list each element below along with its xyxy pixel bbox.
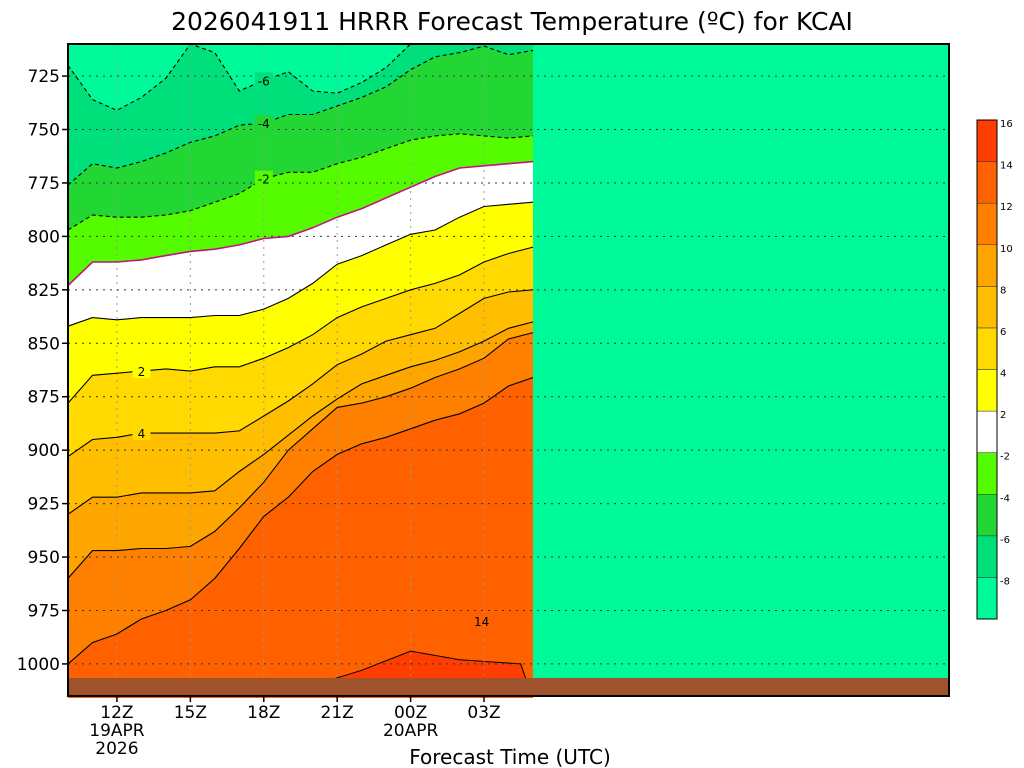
colorbar-label--6: -6	[1000, 535, 1010, 546]
ground-surface	[68, 678, 949, 696]
colorbar-label--2: -2	[1000, 452, 1010, 463]
isotherm-label-bg	[132, 363, 151, 379]
colorbar-swatch-10	[976, 161, 998, 204]
isotherm-2	[67, 201, 534, 327]
x-tick-label-24-1: 20APR	[383, 721, 439, 741]
isotherm--2	[67, 133, 534, 231]
x-tick-label-24-0: 00Z	[394, 703, 427, 723]
y-tick-label-1000: 1000	[17, 655, 60, 675]
isotherm-label--4: -4	[258, 117, 270, 131]
chart-title: 2026041911 HRRR Forecast Temperature (ºC…	[171, 7, 853, 36]
colorbar-swatch-4	[976, 410, 998, 453]
colorbar-label-8: 8	[1000, 285, 1006, 296]
colorbar-frame	[976, 119, 998, 620]
y-tick-label-875: 875	[28, 388, 60, 408]
colorbar-swatch-7	[976, 286, 998, 329]
colorbar-label-12: 12	[1000, 202, 1013, 213]
isotherm-label-bg	[254, 115, 273, 131]
x-axis-label: Forecast Time (UTC)	[409, 745, 611, 768]
y-tick-label-900: 900	[28, 441, 60, 461]
colorbar-label-10: 10	[1000, 244, 1013, 255]
x-tick-label-12-0: 12Z	[100, 703, 133, 723]
colorbar-label-2: 2	[1000, 410, 1006, 421]
colorbar-label-14: 14	[1000, 161, 1013, 172]
isotherm-label--2: -2	[258, 173, 270, 187]
y-axis: 725 750 775 800 825 850 875 900 925 950 975 1000	[17, 67, 68, 675]
colorbar-swatch-1	[976, 535, 998, 578]
isotherm--4	[67, 45, 534, 186]
x-tick-label-12-1: 19APR	[89, 721, 145, 741]
x-tick-label-15-0: 15Z	[174, 703, 207, 723]
isotherm-layer: -6 -4 -2 2 4 14	[67, 43, 534, 665]
x-tick-label-27-0: 03Z	[467, 703, 500, 723]
colorbar-label-16: 16	[1000, 119, 1013, 130]
isotherm-label-14: 14	[474, 615, 489, 629]
isotherm-10	[67, 332, 534, 579]
isotherm-label-bg	[254, 170, 273, 186]
y-tick-label-800: 800	[28, 227, 60, 247]
isotherm-label--6: -6	[258, 74, 270, 88]
y-tick-label-925: 925	[28, 495, 60, 515]
x-tick-label-18-0: 18Z	[247, 703, 280, 723]
colorbar-swatch-9	[976, 202, 998, 246]
colorbar-label-4: 4	[1000, 369, 1006, 380]
y-tick-label-750: 750	[28, 121, 60, 141]
colorbar-label--4: -4	[1000, 493, 1010, 504]
isotherm-0	[67, 160, 534, 287]
colorbar-label--8: -8	[1000, 576, 1010, 587]
y-tick-label-775: 775	[28, 174, 60, 194]
colorbar-label-6: 6	[1000, 327, 1006, 338]
y-tick-label-950: 950	[28, 548, 60, 568]
x-tick-label-12-2: 2026	[95, 739, 138, 759]
y-tick-label-850: 850	[28, 334, 60, 354]
isotherm-8	[67, 321, 534, 515]
isotherm-label-bg	[132, 425, 151, 441]
temperature-fill-layer	[68, 44, 949, 699]
colorbar-swatch-3	[976, 452, 998, 495]
colorbar-swatch-2	[976, 494, 998, 537]
colorbar-swatch-6	[976, 327, 998, 370]
colorbar: -8 -6 -4 -2 2 4 6 8 10 12 14 16	[976, 119, 1013, 620]
y-tick-label-725: 725	[28, 67, 60, 87]
isotherm-label-6: 4	[138, 427, 146, 441]
colorbar-swatch-0	[976, 577, 998, 620]
y-tick-label-825: 825	[28, 281, 60, 301]
plot-frame	[67, 43, 950, 697]
colorbar-swatch-8	[976, 244, 998, 287]
colorbar-swatch-5	[976, 369, 998, 412]
isotherm-12	[67, 376, 534, 665]
isotherm-label-bg	[254, 72, 273, 88]
x-tick-label-21-0: 21Z	[321, 703, 354, 723]
y-tick-label-975: 975	[28, 601, 60, 621]
isotherm-label-4: 2	[138, 365, 146, 379]
band-above-12	[68, 377, 533, 698]
colorbar-swatch-11	[976, 119, 998, 162]
